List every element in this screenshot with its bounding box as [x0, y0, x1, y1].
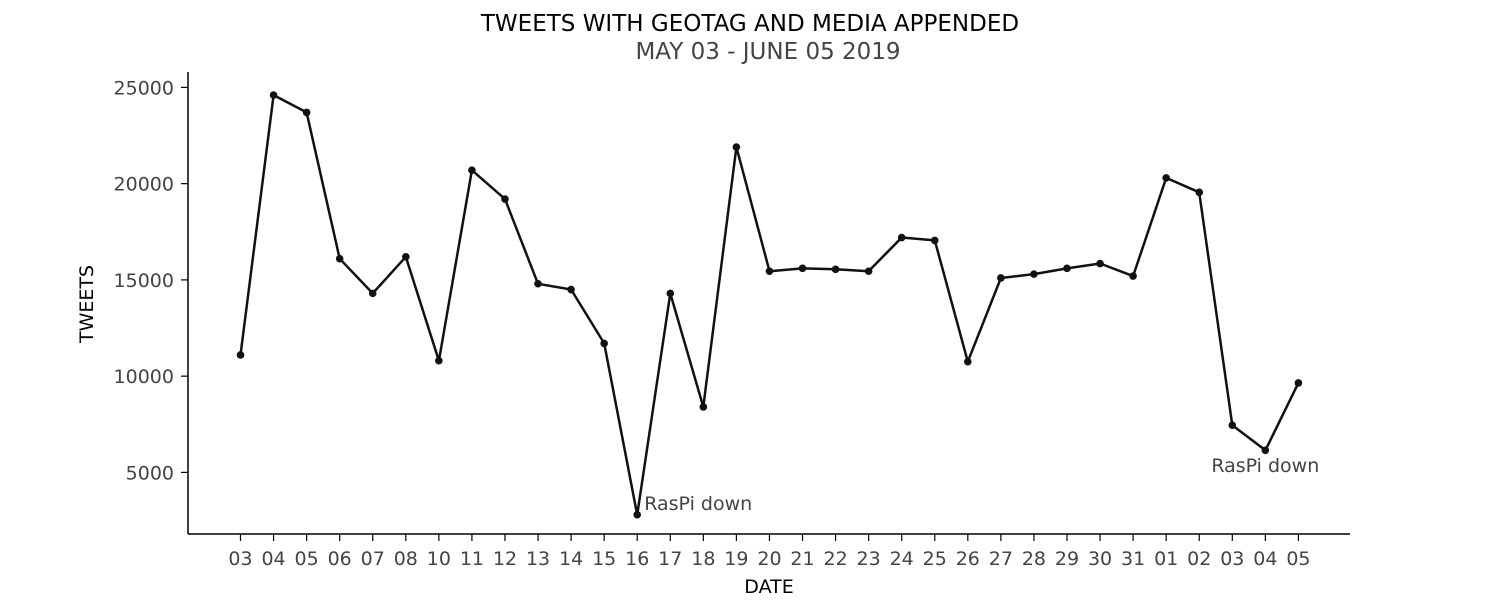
data-point — [435, 356, 443, 365]
x-tick-label: 26 — [956, 548, 980, 570]
y-tick-label: 20000 — [114, 174, 174, 196]
x-tick-label: 29 — [1055, 548, 1079, 570]
x-tick-label: 01 — [1154, 548, 1178, 570]
x-tick-label: 18 — [691, 548, 715, 570]
x-tick-label: 02 — [1187, 548, 1211, 570]
x-tick-label: 08 — [394, 548, 418, 570]
x-tick-label: 14 — [559, 548, 583, 570]
data-point — [335, 254, 344, 263]
x-tick-label: 28 — [1022, 548, 1046, 570]
data-point — [1294, 379, 1303, 387]
series-group — [236, 91, 1303, 519]
data-point — [600, 339, 608, 348]
data-point — [1030, 270, 1038, 278]
x-tick-label: 16 — [625, 548, 649, 570]
data-point — [302, 108, 311, 117]
data-point — [1261, 446, 1270, 455]
data-point — [1195, 188, 1204, 197]
data-point — [831, 265, 840, 274]
chart-title: TWEETS WITH GEOTAG AND MEDIA APPENDED — [480, 11, 1019, 37]
y-tick-label: 15000 — [114, 270, 174, 292]
x-ticks: 03 04 05 06 07 08 10 11 12 13 14 15 16 17 18 19 20 21 22 23… — [228, 534, 1311, 570]
data-point — [1063, 264, 1071, 273]
data-point — [633, 510, 642, 519]
data-point — [1129, 272, 1137, 280]
x-tick-label: 20 — [757, 548, 781, 570]
data-point — [236, 351, 245, 359]
x-tick-label: 27 — [989, 548, 1013, 570]
data-point — [501, 195, 509, 203]
annotation-label: RasPi down — [644, 493, 752, 515]
x-tick-label: 23 — [857, 548, 881, 570]
x-tick-label: 07 — [361, 548, 385, 570]
x-tick-label: 03 — [1220, 548, 1244, 570]
x-tick-label: 17 — [658, 548, 682, 570]
data-point — [997, 274, 1005, 282]
data-point — [930, 236, 939, 245]
data-point — [699, 403, 708, 411]
x-tick-label: 15 — [592, 548, 616, 570]
x-tick-label: 03 — [228, 548, 252, 570]
y-ticks: 5000 10000 15000 20000 25000 — [114, 77, 188, 484]
chart-subtitle: MAY 03 - JUNE 05 2019 — [635, 39, 900, 65]
x-tick-label: 10 — [427, 548, 451, 570]
x-tick-label: 22 — [823, 548, 847, 570]
x-tick-label: 19 — [724, 548, 748, 570]
series-line — [239, 93, 1300, 517]
data-point — [666, 289, 675, 298]
x-tick-label: 13 — [526, 548, 550, 570]
data-point — [269, 91, 278, 99]
data-point — [732, 143, 741, 151]
x-tick-label: 11 — [460, 548, 484, 570]
x-tick-label: 21 — [790, 548, 814, 570]
annotation-label: RasPi down — [1211, 455, 1319, 477]
x-tick-label: 31 — [1121, 548, 1145, 570]
data-point — [1096, 259, 1104, 268]
y-axis-label: TWEETS — [76, 265, 98, 344]
data-point — [534, 279, 542, 288]
x-tick-label: 12 — [493, 548, 517, 570]
data-point — [964, 357, 972, 366]
x-tick-label: 05 — [1286, 548, 1310, 570]
y-tick-label: 5000 — [126, 462, 174, 484]
annotations: RasPi down RasPi down — [644, 455, 1319, 515]
data-point — [864, 267, 873, 276]
data-point — [1162, 174, 1170, 182]
data-point — [567, 285, 575, 294]
axes — [187, 72, 1350, 535]
data-point — [1228, 421, 1237, 430]
data-point — [798, 264, 807, 273]
x-tick-label: 25 — [923, 548, 947, 570]
x-tick-label: 04 — [261, 548, 285, 570]
x-tick-label: 24 — [890, 548, 914, 570]
x-tick-label: 06 — [328, 548, 352, 570]
y-tick-label: 10000 — [114, 366, 174, 388]
x-axis-label: DATE — [744, 576, 793, 598]
data-point — [765, 267, 774, 276]
data-point — [368, 289, 377, 298]
x-tick-label: 05 — [295, 548, 319, 570]
data-point — [468, 166, 476, 174]
y-tick-label: 25000 — [114, 77, 174, 99]
x-tick-label: 30 — [1088, 548, 1112, 570]
x-tick-label: 04 — [1253, 548, 1277, 570]
data-point — [897, 233, 906, 242]
data-point — [402, 252, 410, 261]
